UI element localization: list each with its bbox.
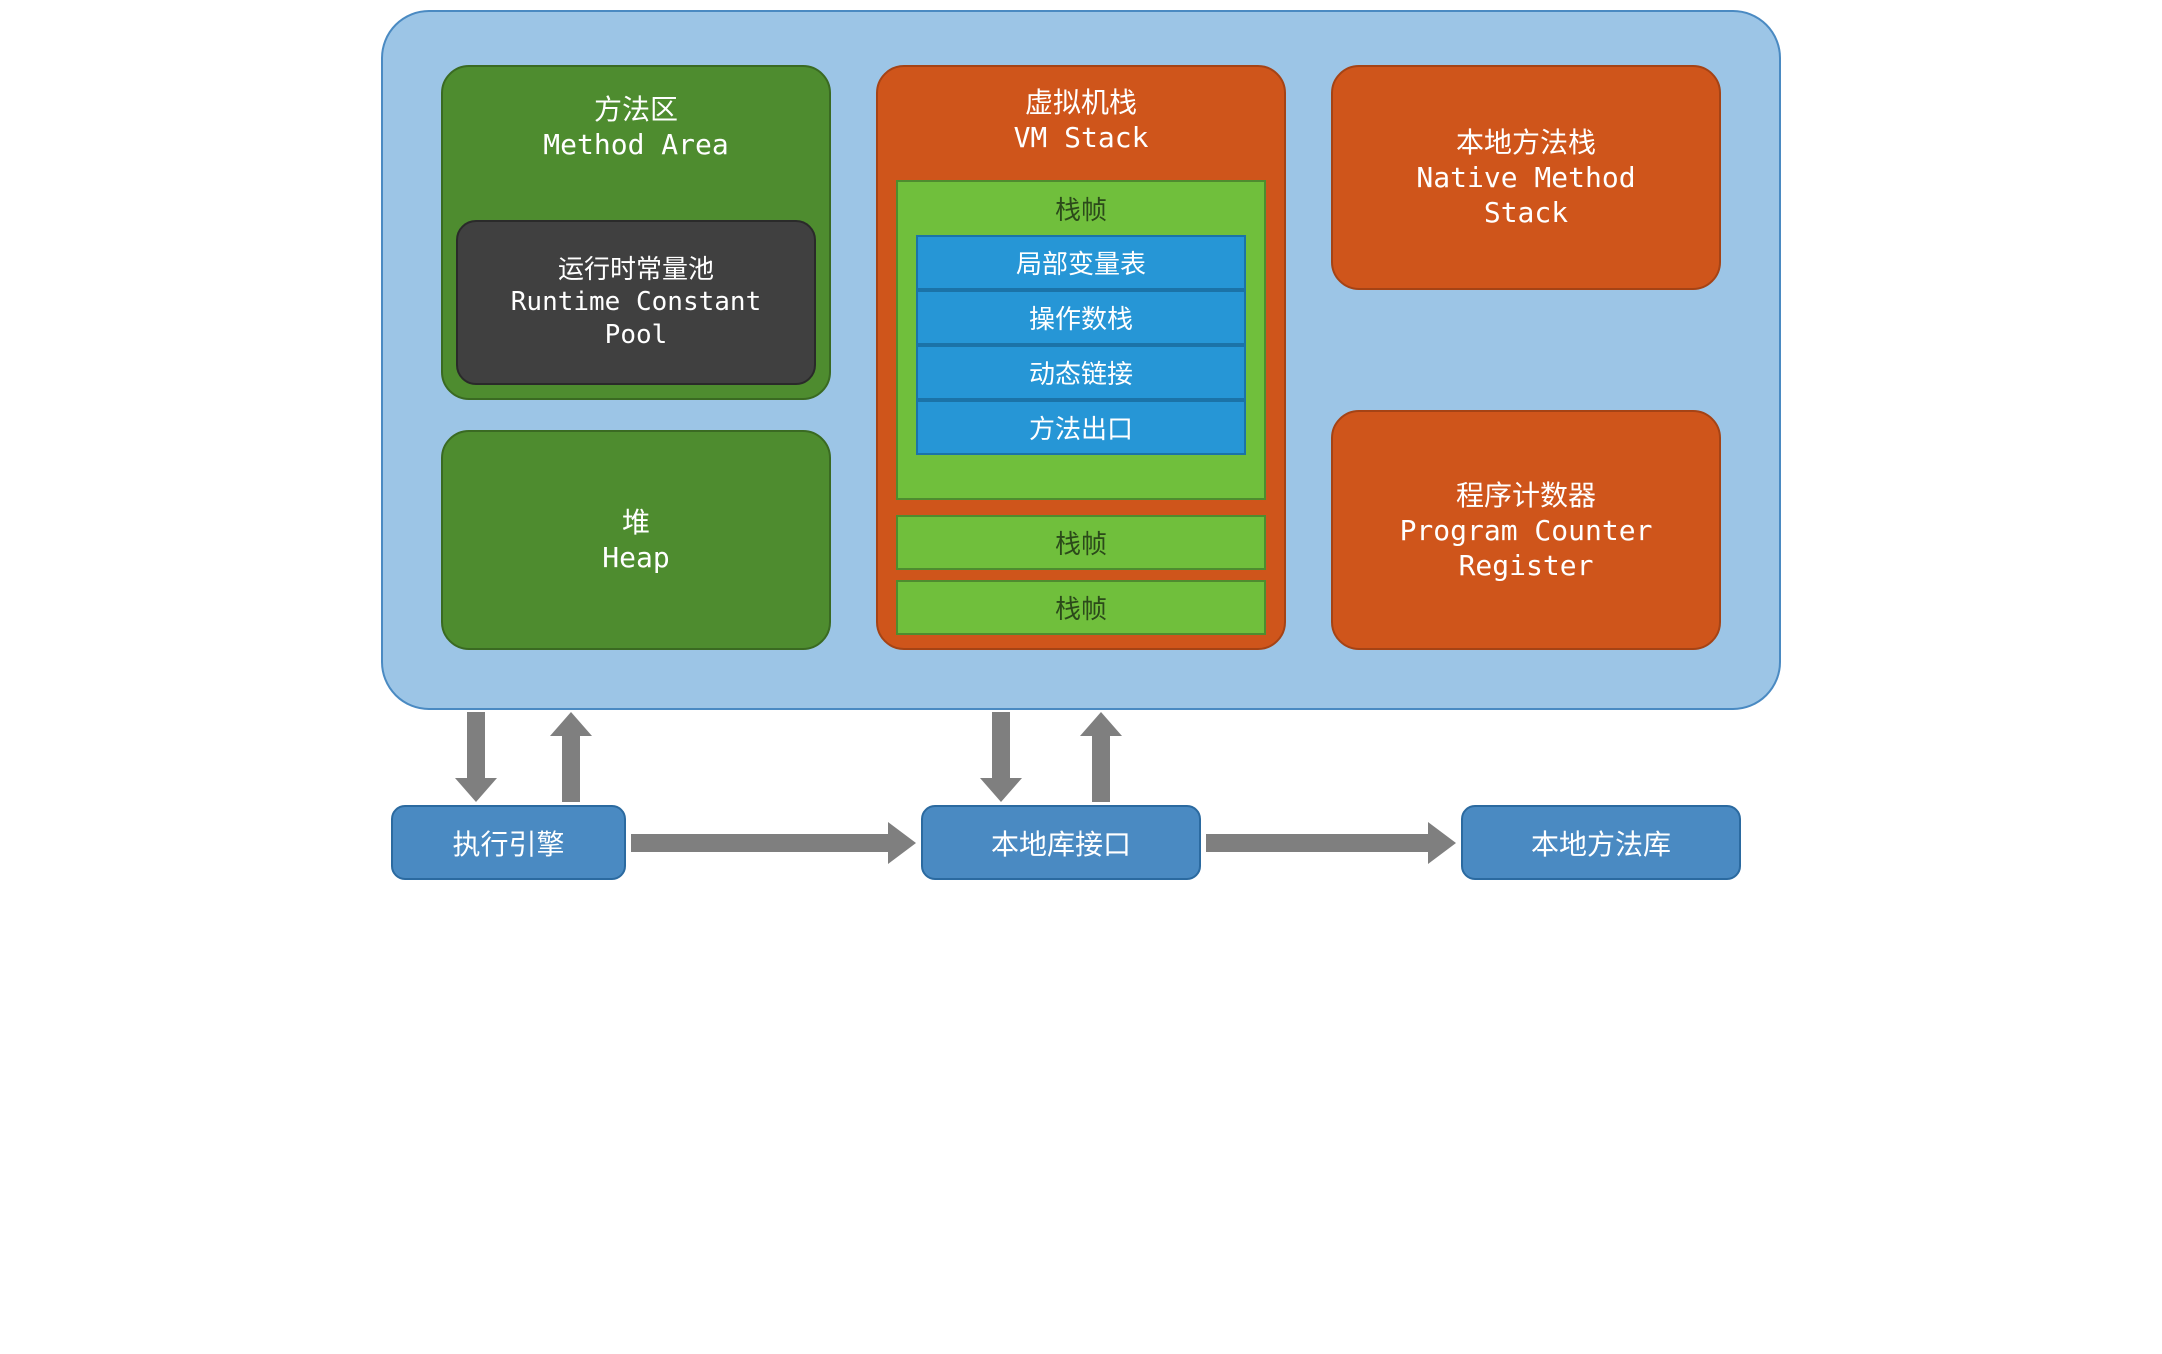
- runtime-constant-pool-box: 运行时常量池Runtime ConstantPool: [456, 220, 816, 385]
- frame-item-1: 操作数栈: [916, 290, 1246, 345]
- method-area-label-cn: 方法区: [594, 92, 678, 127]
- method-area-label-en: Method Area: [543, 127, 728, 162]
- vm-stack-label-en: VM Stack: [1014, 120, 1149, 155]
- frame-item-2: 动态链接: [916, 345, 1246, 400]
- pc-register-label-2: Register: [1459, 548, 1594, 583]
- arrow-right-icon: [1206, 822, 1456, 864]
- arrow-down-icon: [980, 712, 1022, 802]
- runtime-pool-title: 运行时常量池Runtime ConstantPool: [511, 254, 761, 352]
- stack-frame-main-label: 栈帧: [898, 190, 1264, 227]
- stack-frame-2: 栈帧: [896, 515, 1266, 570]
- native-stack-label-0: 本地方法栈: [1456, 125, 1596, 160]
- heap-box: 堆Heap: [441, 430, 831, 650]
- arrow-right-icon: [631, 822, 916, 864]
- vm-stack-label-cn: 虚拟机栈: [1025, 85, 1137, 120]
- frame-item-3: 方法出口: [916, 400, 1246, 455]
- native-lib-box: 本地方法库: [1461, 805, 1741, 880]
- method-area-title: 方法区Method Area: [543, 92, 728, 162]
- arrow-up-icon: [1080, 712, 1122, 802]
- runtime-pool-label-0: 运行时常量池: [558, 254, 714, 287]
- frame-item-0: 局部变量表: [916, 235, 1246, 290]
- arrow-up-icon: [550, 712, 592, 802]
- execution-engine-box: 执行引擎: [391, 805, 626, 880]
- arrow-down-icon: [455, 712, 497, 802]
- native-lib-interface-box: 本地库接口: [921, 805, 1201, 880]
- runtime-pool-label-1: Runtime Constant: [511, 286, 761, 319]
- heap-label-en: Heap: [602, 540, 669, 575]
- native-stack-title: 本地方法栈Native MethodStack: [1416, 125, 1635, 230]
- stack-frame-3: 栈帧: [896, 580, 1266, 635]
- pc-register-label-0: 程序计数器: [1456, 478, 1596, 513]
- runtime-pool-label-2: Pool: [605, 319, 668, 352]
- pc-register-label-1: Program Counter: [1400, 513, 1653, 548]
- pc-register-box: 程序计数器Program CounterRegister: [1331, 410, 1721, 650]
- heap-title: 堆Heap: [602, 505, 669, 575]
- native-method-stack-box: 本地方法栈Native MethodStack: [1331, 65, 1721, 290]
- native-stack-label-2: Stack: [1484, 195, 1568, 230]
- heap-label-cn: 堆: [622, 505, 650, 540]
- vm-stack-title: 虚拟机栈VM Stack: [1014, 85, 1149, 155]
- pc-register-title: 程序计数器Program CounterRegister: [1400, 478, 1653, 583]
- native-stack-label-1: Native Method: [1416, 160, 1635, 195]
